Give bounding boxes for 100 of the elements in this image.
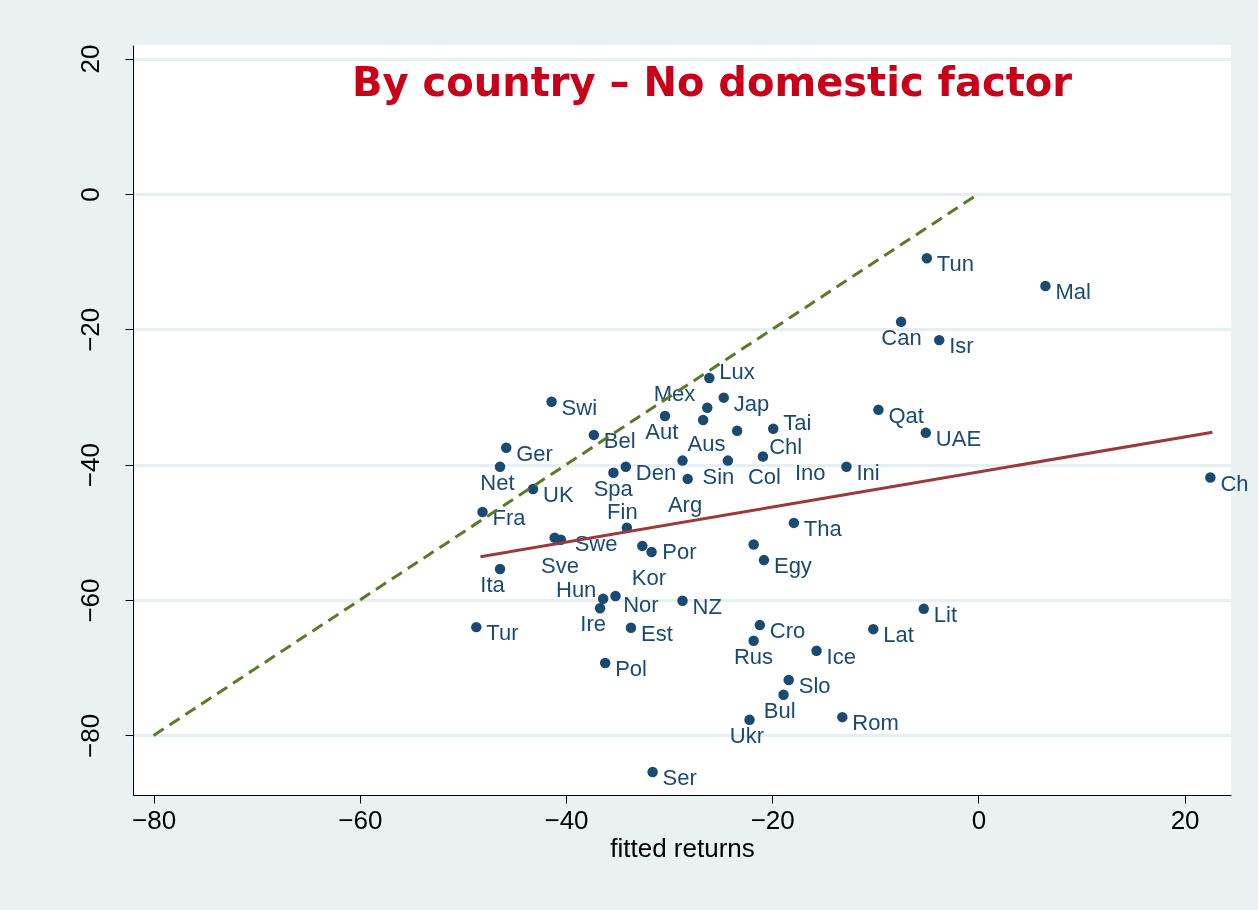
annotation: UK — [543, 482, 574, 508]
annotation: Sin — [702, 463, 735, 489]
point — [868, 623, 879, 635]
annotation: Mal — [1055, 278, 1091, 304]
annotation: Aus — [687, 430, 726, 456]
annotation: Kor — [631, 564, 667, 590]
point — [758, 554, 770, 566]
annotation: Est — [640, 620, 673, 646]
annotation: Lux — [719, 359, 755, 385]
annotation: Ire — [580, 611, 606, 637]
point — [682, 473, 693, 485]
annotation: Lit — [933, 601, 958, 627]
annotation: Slo — [798, 672, 831, 698]
point — [527, 483, 539, 495]
annotation: Ino — [794, 459, 826, 485]
point — [895, 316, 907, 328]
annotation: Bul — [763, 697, 796, 723]
annotation: Net — [480, 469, 515, 495]
x-tick-label: −40 — [544, 804, 589, 835]
point — [477, 506, 488, 518]
annotation: NZ — [692, 593, 722, 619]
annotation: Cro — [769, 618, 806, 644]
point — [754, 619, 766, 631]
point — [1205, 472, 1216, 483]
annotation: Hun — [556, 576, 597, 602]
chart-title: By country – No domestic factor — [352, 59, 1073, 106]
point — [494, 461, 506, 472]
point — [783, 674, 794, 686]
annotation: Jap — [733, 390, 770, 416]
point — [702, 402, 713, 414]
annotation: Chl — [769, 433, 803, 459]
annotation: Pol — [615, 656, 647, 682]
annotation: Bel — [603, 427, 636, 453]
annotation: Tai — [783, 409, 812, 435]
point — [873, 404, 884, 416]
point — [718, 392, 729, 403]
annotation: Por — [662, 538, 697, 564]
point — [494, 563, 506, 575]
annotation: Fra — [492, 505, 527, 531]
annotation: Ini — [856, 459, 880, 485]
point — [722, 455, 734, 466]
point — [744, 714, 755, 726]
annotation: Nor — [623, 591, 659, 617]
annotation: Ita — [480, 571, 506, 597]
point — [625, 622, 637, 634]
point — [500, 442, 512, 453]
annotation: Col — [747, 463, 781, 489]
point — [597, 593, 609, 604]
annotation: Swi — [561, 394, 598, 420]
annotation: Ger — [516, 440, 553, 466]
annotation: Tha — [803, 515, 843, 541]
y-tick-label: 0 — [74, 187, 105, 202]
y-tick-label: −20 — [74, 307, 105, 352]
annotation: Egy — [773, 553, 812, 579]
point — [933, 334, 945, 346]
point — [788, 517, 800, 529]
point — [921, 252, 933, 264]
point — [546, 396, 557, 407]
annotation: Ice — [826, 643, 856, 669]
y-tick-label: −40 — [74, 443, 105, 488]
point — [608, 467, 619, 479]
point — [837, 711, 848, 723]
y-tick-label: −80 — [74, 713, 105, 758]
point — [918, 603, 930, 615]
annotation: Qat — [888, 402, 924, 428]
annotation: Aut — [645, 418, 679, 444]
x-tick-label: −20 — [750, 804, 795, 835]
annotation: Ser — [662, 764, 697, 790]
annotation: UAE — [935, 425, 982, 451]
annotation: Spa — [593, 475, 634, 501]
point — [599, 657, 611, 669]
point — [588, 429, 600, 441]
point — [811, 645, 822, 657]
point — [920, 427, 932, 439]
annotation: Rom — [852, 710, 899, 736]
annotation: Ch — [1220, 470, 1249, 496]
annotation: Can — [881, 324, 922, 350]
x-tick-label: −80 — [132, 804, 177, 835]
x-tick-label: 0 — [971, 804, 987, 835]
annotation: Den — [635, 459, 677, 485]
point — [677, 595, 688, 606]
point — [471, 621, 482, 633]
point — [841, 461, 852, 472]
point — [677, 455, 688, 466]
point — [768, 423, 779, 435]
point — [620, 461, 632, 472]
x-axis-title: fitted returns — [610, 832, 755, 863]
point — [704, 372, 715, 384]
point — [731, 425, 743, 437]
point — [748, 539, 759, 550]
annotation: Isr — [949, 333, 974, 359]
x-tick-label: −60 — [338, 804, 383, 835]
point — [647, 766, 658, 778]
point — [757, 451, 769, 462]
annotation: Tur — [486, 620, 519, 646]
point — [697, 414, 709, 426]
point — [659, 410, 671, 422]
point — [637, 540, 648, 552]
y-tick-label: −60 — [74, 578, 105, 623]
point — [646, 546, 657, 558]
